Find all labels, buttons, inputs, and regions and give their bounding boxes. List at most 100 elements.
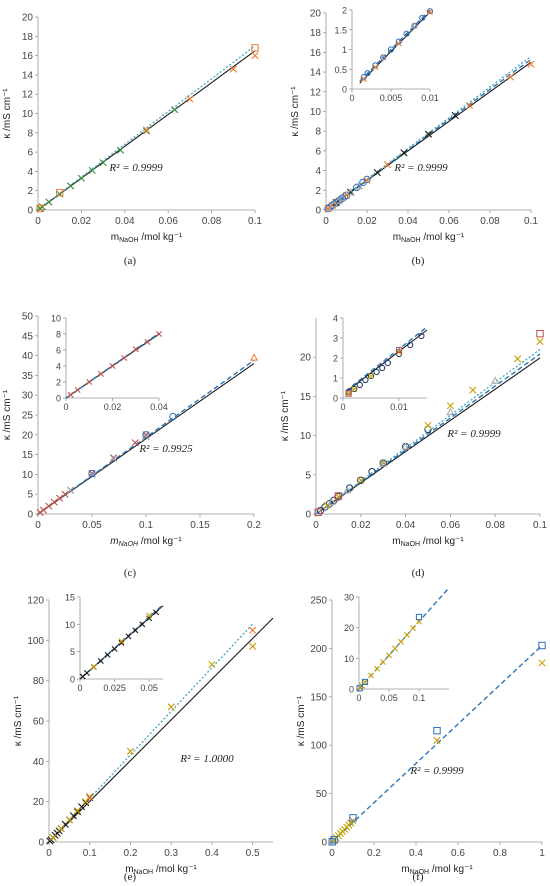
x-axis-label: mNaOH /mol kg⁻¹: [111, 232, 183, 244]
x-tick-label: 0.08: [485, 520, 505, 531]
circle-marker: [316, 506, 325, 515]
r-squared-label: R² = 1.0000: [179, 753, 234, 765]
circle-marker: [362, 376, 369, 384]
y-tick-label: 2: [56, 378, 61, 388]
y-axis-label: κ /mS cm⁻¹: [13, 695, 24, 746]
y-tick-label: 8: [27, 128, 33, 139]
x-tick-label: 0: [340, 402, 345, 412]
y-tick-label: 3: [333, 334, 338, 344]
y-tick-label: 4: [27, 167, 33, 178]
x-marker: [506, 73, 515, 81]
x-tick-label: 0: [35, 216, 41, 227]
x-tick-label: 0.005: [380, 93, 403, 103]
x-marker: [373, 168, 381, 177]
y-tick-label: 0: [342, 85, 347, 95]
y-tick-label: 4: [333, 314, 338, 324]
fit-line: [358, 587, 450, 690]
x-axis-label: mNaOH /mol kg⁻¹: [393, 232, 465, 244]
y-tick-label: 12: [22, 90, 34, 101]
data-series: [379, 22, 418, 60]
x-marker: [362, 679, 368, 686]
inset-chart: 0 0.01 0 1 2 3 4: [333, 314, 428, 412]
x-marker: [74, 387, 81, 393]
triangle-marker: [338, 193, 347, 202]
x-marker: [77, 174, 85, 182]
x-marker: [86, 793, 94, 801]
x-marker: [400, 149, 408, 157]
inset-chart: 0 0.02 0.04 0 2 4 6 8 10: [51, 314, 168, 413]
x-marker: [345, 390, 352, 397]
x-marker: [131, 439, 139, 447]
y-tick-label: 1: [333, 374, 338, 384]
x-tick-label: 0.06: [441, 520, 461, 531]
x-tick-label: 0.04: [396, 520, 416, 531]
x-marker: [427, 8, 433, 15]
x-marker: [36, 508, 44, 517]
circle-marker: [419, 14, 426, 21]
y-tick-label: 50: [316, 789, 328, 800]
y-tick-label: 50: [22, 312, 34, 323]
x-marker: [251, 52, 259, 60]
x-tick-label: 0.4: [205, 848, 219, 859]
x-marker: [360, 76, 367, 83]
panel-label: (b): [412, 255, 425, 267]
r-squared-label: R² = 0.9999: [446, 428, 501, 440]
x-tick-label: 0.05: [140, 683, 158, 693]
square-marker: [349, 814, 357, 822]
x-marker: [167, 703, 175, 711]
y-tick-label: 6: [315, 146, 321, 157]
y-tick-label: 0: [27, 510, 33, 521]
x-tick-label: 0: [356, 693, 361, 703]
x-tick-label: 0: [77, 683, 82, 693]
x-marker: [142, 127, 151, 135]
x-tick-label: 0.025: [103, 683, 126, 693]
x-tick-label: 0.3: [164, 848, 178, 859]
x-tick-label: 0.02: [357, 216, 377, 227]
circle-marker: [351, 385, 358, 393]
x-marker: [249, 626, 257, 634]
y-axis-label: κ /mS cm⁻¹: [290, 86, 301, 137]
x-marker: [153, 609, 160, 616]
data-series: [314, 329, 544, 516]
y-tick-label: 1: [342, 45, 347, 55]
y-tick-label: 1.5: [334, 25, 347, 35]
circle-marker: [418, 332, 425, 340]
y-tick-label: 16: [310, 48, 322, 59]
y-tick-label: 20: [22, 430, 34, 441]
x-tick-label: 0.06: [158, 216, 178, 227]
data-series: [90, 612, 153, 670]
y-tick-label: 40: [22, 351, 34, 362]
y-tick-label: 20: [344, 623, 354, 633]
x-marker: [109, 363, 116, 369]
inset-background: [343, 318, 427, 398]
y-tick-label: 0: [333, 394, 338, 404]
y-tick-label: 15: [22, 450, 34, 461]
x-tick-label: 0: [46, 848, 52, 859]
x-marker: [372, 64, 379, 71]
y-tick-label: 20: [33, 797, 45, 808]
x-marker: [86, 379, 93, 385]
x-marker: [380, 659, 386, 666]
circle-marker: [88, 469, 96, 478]
x-tick-label: 0.1: [413, 693, 426, 703]
data-series: [328, 641, 546, 846]
x-marker: [144, 339, 151, 345]
square-marker: [328, 838, 336, 846]
y-tick-label: 10: [344, 654, 354, 664]
x-marker: [132, 346, 139, 353]
x-marker: [357, 476, 365, 484]
x-tick-label: 0.04: [150, 402, 168, 412]
y-tick-label: 10: [51, 314, 61, 324]
y-tick-label: 4: [315, 166, 321, 177]
x-tick-label: 0.15: [190, 520, 210, 531]
triangle-marker: [446, 407, 455, 416]
x-axis-label: mNaOH /mol kg⁻¹: [125, 864, 197, 876]
r-squared-label: R² = 0.9999: [409, 765, 464, 777]
x-marker: [110, 454, 118, 462]
x-marker: [82, 799, 90, 807]
x-tick-label: 0.1: [524, 216, 538, 227]
